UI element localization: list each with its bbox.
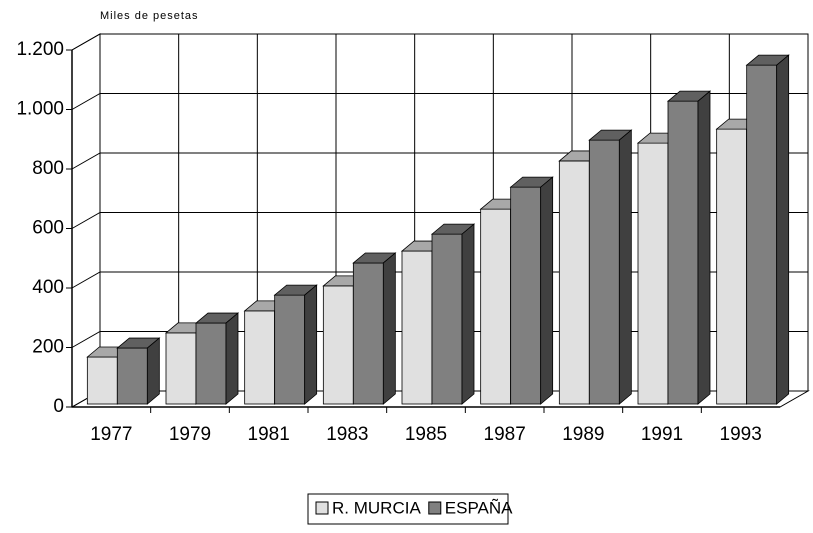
bar-front <box>637 142 669 405</box>
bar <box>745 54 790 405</box>
bar-front <box>116 347 148 405</box>
grid-line <box>71 33 808 51</box>
bar-front <box>716 128 748 405</box>
bar-side <box>146 337 160 405</box>
bar-front <box>352 262 384 405</box>
x-tick-label: 1985 <box>405 424 447 445</box>
bar <box>509 176 554 405</box>
legend-label: ESPAÑA <box>445 498 513 517</box>
bar <box>273 284 318 405</box>
x-tick-label: 1979 <box>169 424 211 445</box>
legend-swatch <box>428 501 442 515</box>
bar <box>194 312 240 405</box>
legend: R. MURCIA ESPAÑA <box>307 493 513 525</box>
x-tick-label: 1987 <box>484 424 526 445</box>
x-tick-label: 1993 <box>720 424 762 445</box>
y-tick-label: 800 <box>32 158 64 179</box>
x-tick-label: 1989 <box>562 424 604 445</box>
x-tick-label: 1977 <box>90 424 132 445</box>
bar <box>666 90 712 405</box>
y-tick-label: 600 <box>32 218 64 239</box>
bar-front <box>274 294 306 405</box>
bar <box>116 337 161 405</box>
grid-line <box>71 93 808 110</box>
chart-subtitle: Miles de pesetas <box>100 10 199 22</box>
bar-front <box>588 139 620 405</box>
bar-side <box>304 284 318 405</box>
bar-side <box>776 54 790 405</box>
x-tick-label: 1991 <box>641 424 683 445</box>
bar <box>430 223 476 405</box>
bar-front <box>244 310 276 405</box>
bar-front <box>401 250 433 405</box>
legend-swatch <box>315 501 329 515</box>
bar-front <box>431 233 463 405</box>
y-tick-label: 200 <box>32 337 64 358</box>
bar-front <box>510 186 542 405</box>
bar-side <box>382 252 396 405</box>
bar-side <box>225 312 239 405</box>
bar-front <box>480 208 512 405</box>
bar-side <box>461 223 475 405</box>
bar-front <box>746 64 778 405</box>
bar-front <box>558 160 590 405</box>
y-tick-label: 400 <box>32 277 64 298</box>
bar-front <box>195 322 227 405</box>
y-tick-label: 1.200 <box>16 39 64 60</box>
y-tick-label: 0 <box>53 396 64 417</box>
bar-side <box>618 129 632 405</box>
legend-box <box>307 493 509 525</box>
legend-label: R. MURCIA <box>332 498 421 517</box>
bar-front <box>667 100 699 405</box>
bar-front <box>322 285 354 405</box>
bar <box>352 252 397 405</box>
y-tick-label: 1.000 <box>16 99 64 120</box>
x-tick-label: 1983 <box>326 424 368 445</box>
bar <box>588 129 633 405</box>
bar-side <box>697 90 711 405</box>
bar-front <box>86 356 118 405</box>
x-tick-label: 1981 <box>248 424 290 445</box>
bar-side <box>540 176 554 405</box>
bar-front <box>165 332 197 405</box>
